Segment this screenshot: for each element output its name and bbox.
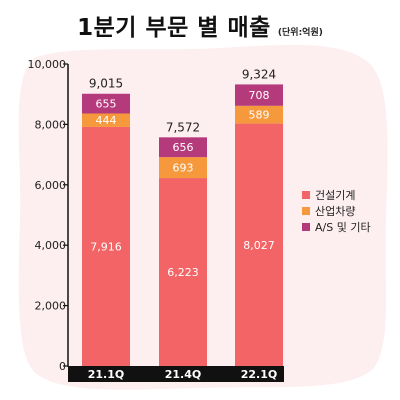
legend-label: A/S 및 기타 (315, 221, 371, 234)
bar-segment-2-21.1Q (82, 113, 130, 127)
bar-segment-1-21.1Q (82, 126, 130, 366)
legend-swatch (302, 191, 310, 199)
total-label: 7,572 (166, 120, 200, 134)
y-tick-label: 2,000 (35, 300, 67, 313)
legend-swatch (302, 223, 310, 231)
bar-segment-3-21.4Q (159, 137, 207, 158)
bar-segment-2-22.1Q (235, 105, 283, 124)
x-tick-label: 21.4Q (165, 368, 202, 381)
x-tick-label: 21.1Q (88, 368, 125, 381)
chart-unit: (단위:억원) (277, 28, 323, 38)
total-label: 9,324 (242, 67, 276, 81)
legend-swatch (302, 207, 310, 215)
y-tick-label: 6,000 (35, 179, 67, 192)
data-label: 693 (173, 162, 194, 175)
chart-title-block: 1분기 부문 별 매출 (단위:억원) (0, 8, 400, 42)
data-label: 7,916 (90, 240, 122, 253)
x-axis-band (68, 366, 284, 382)
bar-segment-1-21.4Q (159, 178, 207, 366)
data-label: 655 (96, 98, 117, 111)
bar-segment-2-21.4Q (159, 157, 207, 179)
data-label: 589 (249, 109, 270, 122)
bar-segment-3-21.1Q (82, 93, 130, 114)
data-label: 708 (249, 89, 270, 102)
chart-title: 1분기 부문 별 매출 (77, 15, 271, 41)
total-label: 9,015 (89, 77, 123, 91)
legend-label: 산업차량 (315, 205, 355, 218)
data-label: 656 (173, 141, 194, 154)
y-tick-label: 0 (59, 360, 66, 373)
y-tick-label: 8,000 (35, 118, 67, 131)
data-label: 8,027 (243, 239, 275, 252)
bar-segment-3-22.1Q (235, 84, 283, 106)
bar-segment-1-22.1Q (235, 123, 283, 367)
data-label: 6,223 (167, 266, 199, 279)
data-label: 444 (96, 114, 117, 127)
x-tick-label: 22.1Q (241, 368, 278, 381)
y-tick-label: 10,000 (28, 58, 67, 71)
y-tick-label: 4,000 (35, 239, 67, 252)
legend-label: 건설기계 (315, 189, 355, 202)
